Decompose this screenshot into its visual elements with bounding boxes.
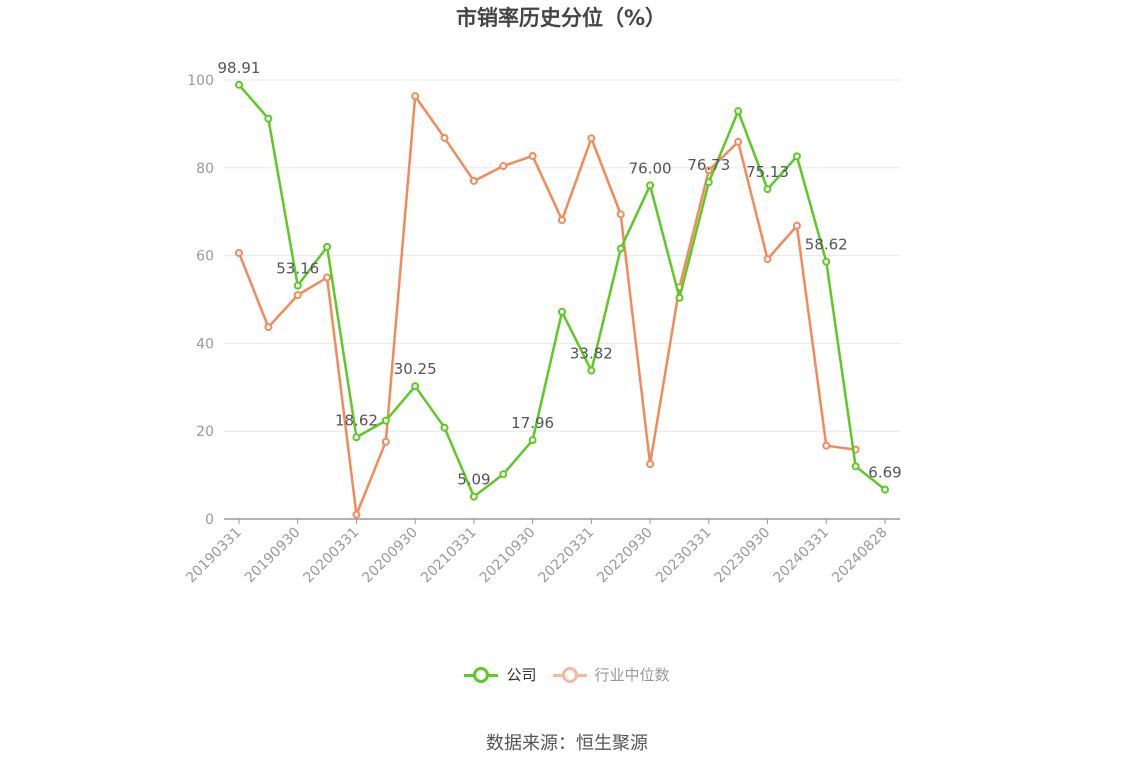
y-tick-label: 100	[187, 73, 214, 89]
data-label: 75.13	[746, 163, 789, 181]
legend-item-industry[interactable]: 行业中位数	[552, 664, 670, 685]
data-point-company[interactable]	[763, 185, 772, 194]
data-point-industry[interactable]	[734, 137, 743, 146]
data-point-company[interactable]	[323, 242, 332, 251]
axes: 0 20 40 60 80 100 2019033120190930202003312020…	[183, 73, 900, 586]
x-tick-label: 20240331	[770, 525, 832, 587]
y-tick-label: 0	[205, 512, 214, 528]
data-point-company[interactable]	[528, 436, 537, 445]
grid-lines	[224, 79, 900, 432]
data-point-company[interactable]	[558, 307, 566, 316]
data-point-industry[interactable]	[792, 221, 801, 230]
legend-label-company: 公司	[506, 666, 537, 684]
data-point-industry[interactable]	[616, 210, 625, 219]
chart-plot: 0 20 40 60 80 100 2019033120190930202003312020…	[183, 59, 902, 586]
data-point-industry[interactable]	[235, 248, 243, 257]
series-line-industry	[237, 94, 856, 516]
data-point-company[interactable]	[264, 114, 273, 123]
data-point-company[interactable]	[381, 416, 390, 425]
data-labels: 98.91 53.16 18.62 30.25 5.09 17.96 33.82 76.00 7…	[218, 59, 902, 489]
data-point-industry[interactable]	[499, 162, 508, 171]
legend-label-industry: 行业中位数	[594, 666, 670, 684]
data-label: 58.62	[805, 236, 848, 254]
data-point-company[interactable]	[293, 281, 302, 290]
series	[235, 80, 889, 519]
data-label: 6.69	[868, 464, 901, 482]
data-point-industry[interactable]	[704, 166, 713, 175]
data-point-industry[interactable]	[293, 291, 302, 300]
data-point-industry[interactable]	[264, 323, 273, 332]
data-point-industry[interactable]	[323, 273, 332, 282]
x-tick-label: 20230930	[712, 525, 774, 587]
data-point-industry[interactable]	[558, 216, 566, 225]
x-tick-label: 20190930	[242, 525, 304, 587]
data-point-company[interactable]	[675, 293, 684, 302]
data-label: 53.16	[276, 260, 319, 278]
data-label: 76.73	[687, 156, 730, 174]
x-tick-label: 20220331	[535, 525, 597, 587]
data-point-company[interactable]	[704, 178, 713, 187]
data-point-industry[interactable]	[469, 176, 478, 185]
data-point-industry[interactable]	[440, 133, 449, 142]
data-point-company[interactable]	[587, 366, 596, 375]
data-label: 5.09	[457, 471, 490, 489]
data-point-company[interactable]	[792, 152, 801, 161]
x-tick-label: 20210930	[477, 525, 539, 587]
data-point-industry[interactable]	[646, 460, 655, 469]
data-point-company[interactable]	[881, 485, 889, 494]
series-line-company	[238, 83, 886, 498]
data-label: 98.91	[218, 59, 261, 77]
data-point-company[interactable]	[822, 257, 831, 266]
data-point-company[interactable]	[411, 382, 420, 391]
data-point-industry[interactable]	[411, 92, 420, 101]
y-tick-label: 40	[196, 336, 214, 352]
x-tick-label: 20200331	[301, 525, 363, 587]
x-tick-label: 20240828	[829, 525, 891, 587]
x-tick-label: 20190331	[183, 525, 245, 587]
chart-title: 市销率历史分位（%）	[455, 6, 667, 30]
data-point-company[interactable]	[469, 492, 478, 501]
data-point-industry[interactable]	[763, 255, 772, 264]
data-source: 数据来源：恒生聚源	[486, 733, 648, 754]
data-point-industry[interactable]	[528, 151, 537, 160]
legend-line-circle-icon	[464, 666, 499, 684]
x-tick-label: 20200930	[359, 525, 421, 587]
x-tick-label: 20210331	[418, 525, 480, 587]
data-label: 33.82	[570, 345, 613, 363]
data-point-industry[interactable]	[352, 510, 361, 519]
data-label: 30.25	[394, 360, 437, 378]
data-point-company[interactable]	[851, 462, 860, 471]
legend-line-circle-icon	[552, 666, 587, 684]
data-label: 76.00	[629, 159, 672, 177]
data-label: 18.62	[335, 411, 378, 429]
y-tick-label: 20	[196, 424, 214, 440]
y-tick-label: 60	[196, 249, 214, 265]
data-label: 17.96	[511, 414, 554, 432]
data-point-industry[interactable]	[381, 437, 390, 446]
data-point-company[interactable]	[499, 470, 508, 479]
data-point-industry[interactable]	[587, 134, 596, 143]
data-point-company[interactable]	[440, 423, 449, 432]
legend-item-company[interactable]: 公司	[464, 664, 537, 685]
data-point-company[interactable]	[734, 107, 743, 116]
data-point-company[interactable]	[352, 433, 361, 442]
data-point-company[interactable]	[235, 80, 243, 89]
data-point-company[interactable]	[646, 181, 655, 190]
legend: 公司 行业中位数	[0, 664, 1134, 685]
data-point-industry[interactable]	[822, 441, 831, 450]
data-point-company[interactable]	[616, 244, 625, 253]
x-tick-label: 20230331	[653, 525, 715, 587]
y-tick-label: 80	[196, 161, 214, 177]
x-tick-label: 20220930	[594, 525, 656, 587]
